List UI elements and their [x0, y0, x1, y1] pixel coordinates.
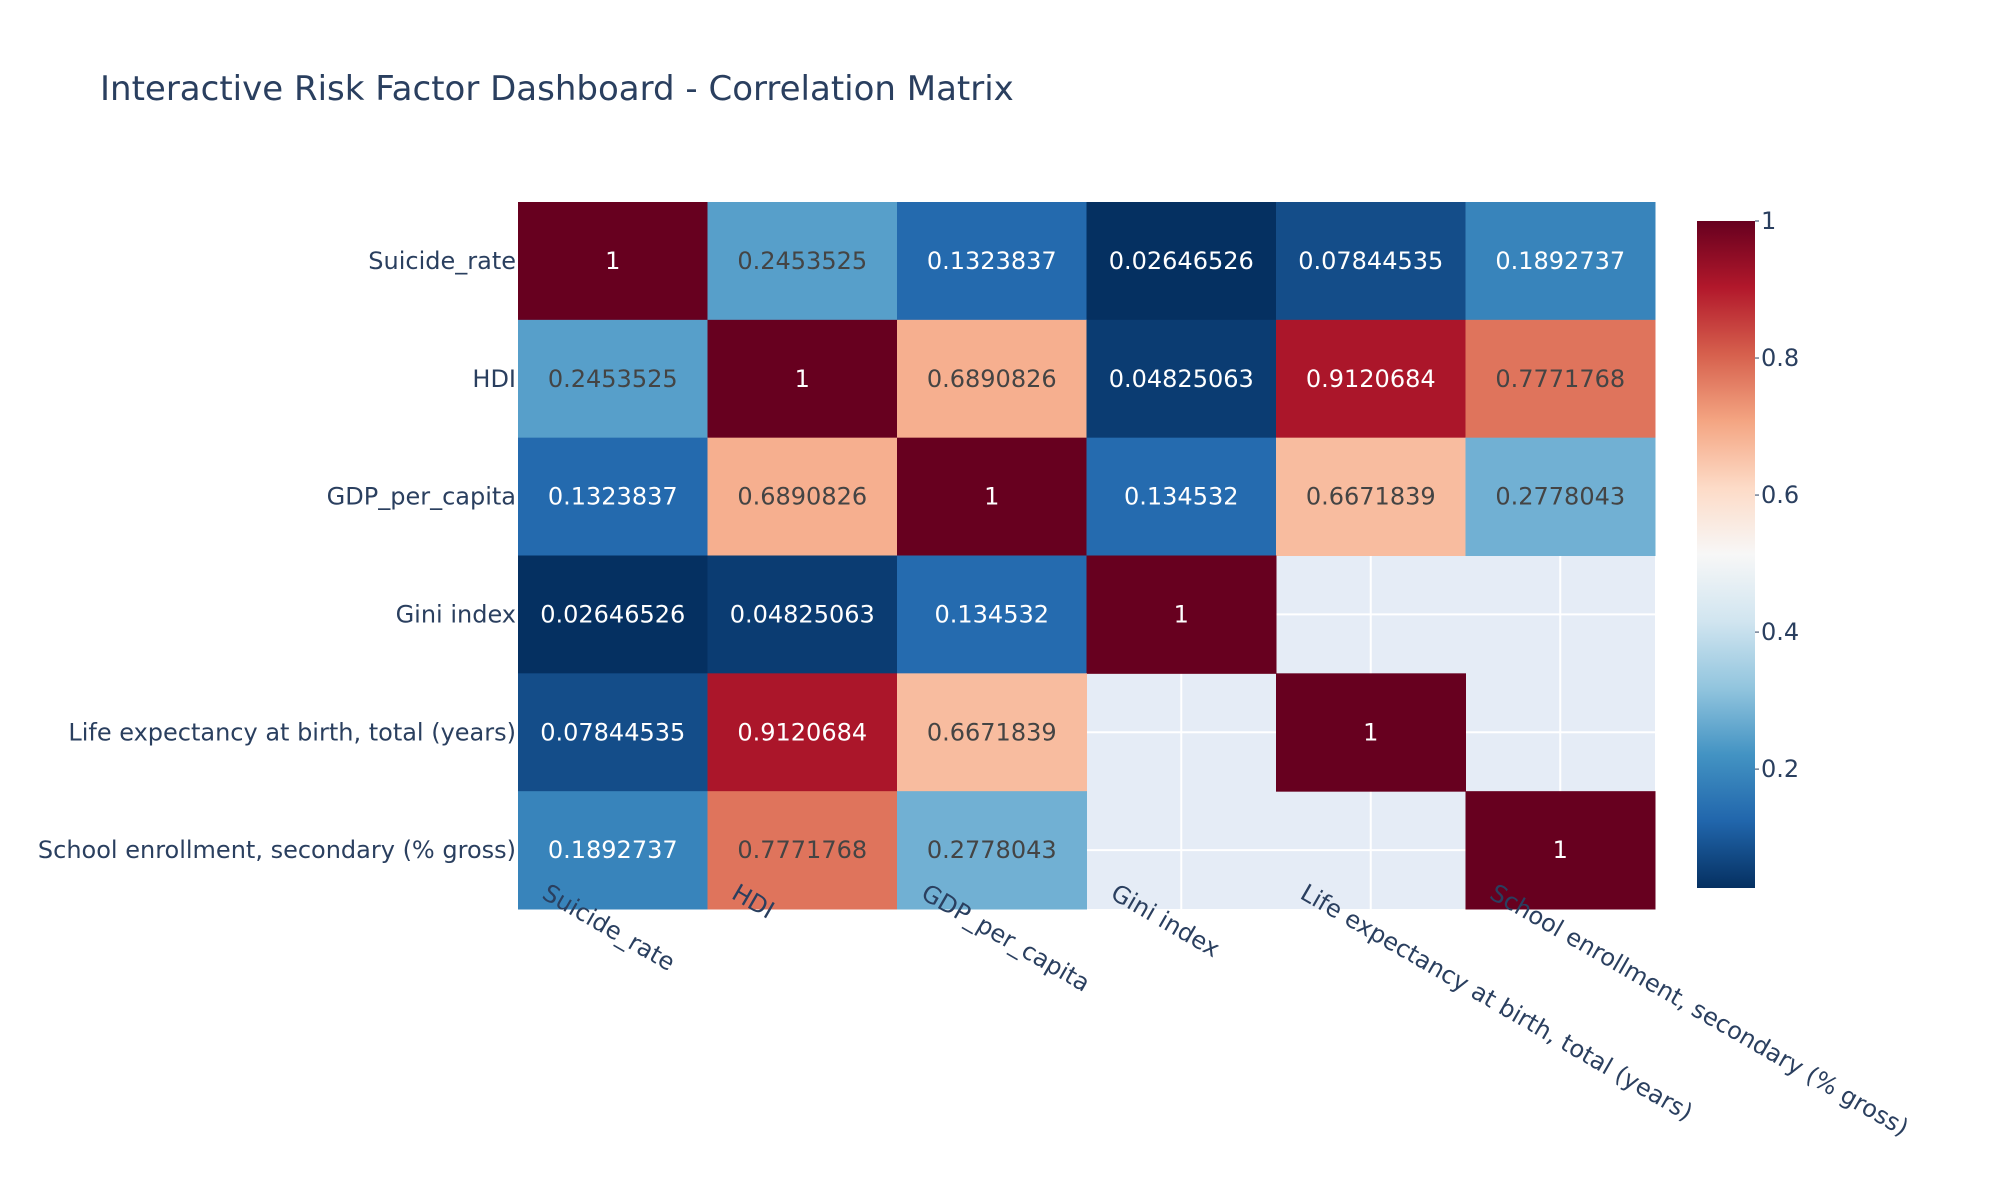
colorbar-tick-label: 0.2	[1761, 755, 1799, 783]
heatmap-cell[interactable]	[1086, 202, 1277, 321]
y-tick-label: Suicide_rate	[368, 247, 516, 275]
cell-value-label: 0.07844535	[1298, 247, 1443, 275]
heatmap-cell[interactable]	[1465, 202, 1656, 321]
chart-title: Interactive Risk Factor Dashboard - Corr…	[100, 69, 1014, 109]
y-tick-label: GDP_per_capita	[327, 483, 516, 511]
cell-value-label: 0.6890826	[737, 483, 867, 511]
heatmap-cell[interactable]	[1086, 437, 1277, 556]
cell-value-label: 0.2453525	[548, 365, 678, 393]
cell-value-label: 0.1323837	[927, 247, 1057, 275]
heatmap-cell[interactable]	[518, 319, 708, 439]
cell-value-label: 0.2778043	[927, 836, 1057, 864]
x-tick-label: Life expectancy at birth, total (years)	[1296, 879, 1698, 1127]
heatmap-cell[interactable]	[1465, 319, 1656, 439]
colorbar-tick-label: 0.8	[1761, 344, 1799, 372]
heatmap-cell[interactable]	[518, 437, 708, 556]
heatmap-cell[interactable]	[1086, 555, 1277, 674]
heatmap-cell[interactable]	[707, 437, 898, 556]
heatmap-cell[interactable]	[518, 555, 708, 674]
cell-value-label: 0.7771768	[737, 836, 867, 864]
cell-value-label: 1	[1363, 718, 1378, 746]
cell-value-label: 0.02646526	[540, 600, 685, 628]
heatmap-cell[interactable]	[707, 555, 898, 674]
cell-value-label: 1	[605, 247, 620, 275]
y-tick-label: HDI	[472, 365, 516, 393]
cell-value-label: 0.9120684	[1306, 365, 1436, 393]
heatmap-cell[interactable]	[897, 555, 1087, 674]
y-axis-tick-labels: Suicide_rate HDI GDP_per_capita Gini index L…	[38, 247, 516, 864]
cell-value-label: 0.134532	[934, 600, 1049, 628]
heatmap-cell[interactable]	[518, 202, 708, 321]
heatmap-cell[interactable]	[518, 791, 708, 910]
heatmap-cell[interactable]	[1276, 319, 1466, 439]
colorbar-gradient	[1697, 221, 1755, 888]
heatmap-cell[interactable]	[707, 319, 898, 439]
y-tick-label: School enrollment, secondary (% gross)	[38, 836, 516, 864]
cell-value-label: 0.07844535	[540, 718, 685, 746]
heatmap-cell[interactable]	[1086, 319, 1277, 439]
colorbar-tick-label: 0.4	[1761, 618, 1799, 646]
y-tick-label: Gini index	[396, 600, 516, 628]
heatmap-cells	[518, 202, 1656, 910]
colorbar: 0.2 0.4 0.6 0.8 1	[1697, 207, 1799, 888]
heatmap-cell[interactable]	[1276, 202, 1466, 321]
cell-value-label: 0.1892737	[1495, 247, 1625, 275]
heatmap-cell[interactable]	[1465, 437, 1656, 556]
cell-value-label: 0.134532	[1124, 483, 1239, 511]
cell-value-label: 0.04825063	[1109, 365, 1254, 393]
cell-value-label: 0.6890826	[927, 365, 1057, 393]
heatmap-cell[interactable]	[707, 673, 898, 792]
cell-value-label: 0.2453525	[737, 247, 867, 275]
cell-value-label: 1	[1553, 836, 1568, 864]
colorbar-tick-label: 0.6	[1761, 481, 1799, 509]
heatmap-cell[interactable]	[897, 673, 1087, 792]
heatmap-cell[interactable]	[897, 791, 1087, 910]
cell-value-label: 0.9120684	[737, 718, 867, 746]
heatmap-cell[interactable]	[897, 437, 1087, 556]
cell-value-label: 1	[984, 483, 999, 511]
cell-value-label: 0.04825063	[730, 600, 875, 628]
heatmap-cell[interactable]	[707, 202, 898, 321]
heatmap-cell[interactable]	[897, 202, 1087, 321]
cell-value-label: 0.6671839	[927, 718, 1057, 746]
heatmap-cell[interactable]	[518, 673, 708, 792]
cell-value-label: 0.1323837	[548, 483, 678, 511]
cell-value-label: 0.1892737	[548, 836, 678, 864]
heatmap-cell[interactable]	[1276, 673, 1466, 792]
heatmap-cell[interactable]	[1465, 791, 1656, 910]
colorbar-tick-label: 1	[1761, 207, 1776, 235]
cell-value-label: 1	[1174, 600, 1189, 628]
heatmap-cell[interactable]	[1276, 437, 1466, 556]
heatmap-cell[interactable]	[897, 319, 1087, 439]
cell-value-labels: 1 0.2453525 0.1323837 0.02646526 0.07844535 0…	[540, 247, 1625, 864]
cell-value-label: 0.6671839	[1306, 483, 1436, 511]
y-tick-label: Life expectancy at birth, total (years)	[68, 718, 516, 746]
cell-value-label: 1	[795, 365, 810, 393]
x-tick-label: School enrollment, secondary (% gross)	[1485, 879, 1913, 1142]
cell-value-label: 0.02646526	[1109, 247, 1254, 275]
cell-value-label: 0.2778043	[1495, 483, 1625, 511]
x-axis-tick-labels: Suicide_rate HDI GDP_per_capita Gini index L…	[538, 879, 1914, 1142]
heatmap-cell[interactable]	[707, 791, 898, 910]
cell-value-label: 0.7771768	[1495, 365, 1625, 393]
